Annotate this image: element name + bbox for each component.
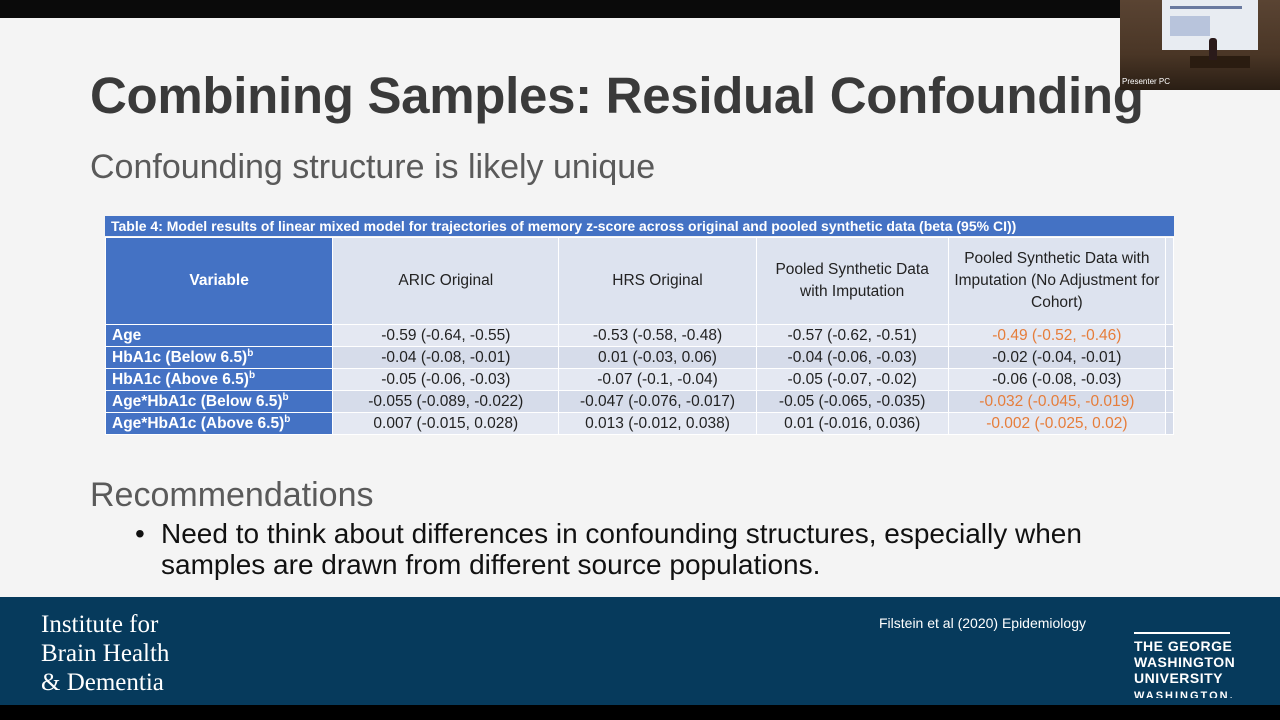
- cell-pooled: 0.01 (-0.016, 0.036): [755, 412, 949, 435]
- table-caption: Table 4: Model results of linear mixed m…: [105, 216, 1174, 236]
- video-screen-detail: [1170, 6, 1242, 9]
- slide-subtitle: Confounding structure is likely unique: [90, 148, 656, 186]
- footnote-marker: b: [248, 369, 256, 381]
- cell-pooled: -0.57 (-0.62, -0.51): [755, 324, 949, 347]
- cell-pad: [1164, 368, 1175, 391]
- cell-variable: HbA1c (Above 6.5)b: [104, 368, 334, 391]
- cell-pooled-noadj: -0.02 (-0.04, -0.01): [947, 346, 1166, 369]
- cell-hrs: -0.07 (-0.1, -0.04): [558, 368, 757, 391]
- cell-hrs: -0.53 (-0.58, -0.48): [558, 324, 757, 347]
- header-variable: Variable: [104, 237, 334, 325]
- logo-line: UNIVERSITY: [1134, 670, 1224, 686]
- bottom-black-bar: [0, 705, 1280, 720]
- presenter-video-thumbnail[interactable]: Presenter PC: [1120, 0, 1280, 90]
- cell-pooled-noadj: -0.49 (-0.52, -0.46): [947, 324, 1166, 347]
- cell-variable: HbA1c (Below 6.5)b: [104, 346, 334, 369]
- slide-title: Combining Samples: Residual Confounding: [90, 67, 1144, 124]
- results-table: Table 4: Model results of linear mixed m…: [104, 216, 1175, 438]
- header-aric: ARIC Original: [332, 237, 560, 325]
- cell-aric: -0.59 (-0.64, -0.55): [332, 324, 560, 347]
- logo-line: THE GEORGE: [1134, 638, 1233, 654]
- video-screen-detail: [1170, 16, 1210, 36]
- cell-variable: Age*HbA1c (Below 6.5)b: [104, 390, 334, 413]
- cell-aric: -0.055 (-0.089, -0.022): [332, 390, 560, 413]
- cell-aric: 0.007 (-0.015, 0.028): [332, 412, 560, 435]
- variable-label: HbA1c (Below 6.5): [112, 348, 248, 366]
- header-hrs: HRS Original: [558, 237, 757, 325]
- cell-pad: [1164, 324, 1175, 347]
- top-black-bar: [0, 0, 1280, 18]
- institute-line: & Dementia: [41, 669, 164, 696]
- cell-hrs: 0.013 (-0.012, 0.038): [558, 412, 757, 435]
- slide: Combining Samples: Residual Confounding …: [0, 18, 1280, 598]
- cell-pad: [1164, 390, 1175, 413]
- header-pooled-no-adjustment: Pooled Synthetic Data with Imputation (N…: [947, 237, 1166, 325]
- footnote-marker: b: [247, 347, 254, 359]
- logo-line: WASHINGTON, DC: [1134, 690, 1235, 698]
- cell-pooled-noadj: -0.032 (-0.045, -0.019): [947, 390, 1166, 413]
- variable-label: Age: [112, 326, 142, 344]
- cell-aric: -0.05 (-0.06, -0.03): [332, 368, 560, 391]
- cell-hrs: -0.047 (-0.076, -0.017): [558, 390, 757, 413]
- variable-label: Age*HbA1c (Above 6.5): [112, 414, 285, 432]
- recommendation-text: Need to think about differences in confo…: [161, 518, 1082, 580]
- institute-line: Institute for: [41, 611, 159, 638]
- gw-university-logo: THE GEORGE WASHINGTON UNIVERSITY WASHING…: [1120, 630, 1245, 698]
- table-row: Age*HbA1c (Below 6.5)b -0.055 (-0.089, -0…: [104, 390, 1175, 413]
- cell-pooled: -0.05 (-0.07, -0.02): [755, 368, 949, 391]
- cell-pad: [1164, 346, 1175, 369]
- table-row: Age -0.59 (-0.64, -0.55) -0.53 (-0.58, -0.…: [104, 324, 1175, 347]
- cell-variable: Age: [104, 324, 334, 347]
- bullet-dot: •: [135, 518, 145, 549]
- cell-pooled-noadj: -0.06 (-0.08, -0.03): [947, 368, 1166, 391]
- cell-pooled-noadj: -0.002 (-0.025, 0.02): [947, 412, 1166, 435]
- institute-line: Brain Health: [41, 640, 170, 667]
- citation: Filstein et al (2020) Epidemiology: [879, 615, 1086, 631]
- table-body: Age -0.59 (-0.64, -0.55) -0.53 (-0.58, -0.…: [104, 324, 1175, 435]
- footer-band: [0, 597, 1280, 705]
- table-row: Age*HbA1c (Above 6.5)b 0.007 (-0.015, 0.0…: [104, 412, 1175, 435]
- cell-hrs: 0.01 (-0.03, 0.06): [558, 346, 757, 369]
- variable-label: Age*HbA1c (Below 6.5): [112, 392, 283, 410]
- variable-label: HbA1c (Above 6.5): [112, 370, 249, 388]
- footnote-marker: b: [284, 413, 291, 425]
- cell-variable: Age*HbA1c (Above 6.5)b: [104, 412, 334, 435]
- video-label: Presenter PC: [1122, 77, 1171, 86]
- cell-aric: -0.04 (-0.08, -0.01): [332, 346, 560, 369]
- table-row: HbA1c (Above 6.5)b -0.05 (-0.06, -0.03) -0…: [104, 368, 1175, 391]
- results-grid: Variable ARIC Original HRS Original Pool…: [104, 237, 1175, 435]
- header-pooled: Pooled Synthetic Data with Imputation: [755, 237, 949, 325]
- logo-rule: [1134, 632, 1230, 634]
- institute-logo-text: Institute for Brain Health & Dementia: [41, 610, 169, 697]
- cell-pooled: -0.04 (-0.06, -0.03): [755, 346, 949, 369]
- video-presenter: [1209, 38, 1217, 60]
- video-podium: [1190, 56, 1250, 68]
- recommendations-heading: Recommendations: [90, 476, 374, 514]
- header-pad: [1164, 237, 1175, 325]
- table-row: HbA1c (Below 6.5)b -0.04 (-0.08, -0.01) 0.…: [104, 346, 1175, 369]
- cell-pad: [1164, 412, 1175, 435]
- footnote-marker: b: [282, 391, 289, 403]
- cell-pooled: -0.05 (-0.065, -0.035): [755, 390, 949, 413]
- logo-line: WASHINGTON: [1134, 654, 1236, 670]
